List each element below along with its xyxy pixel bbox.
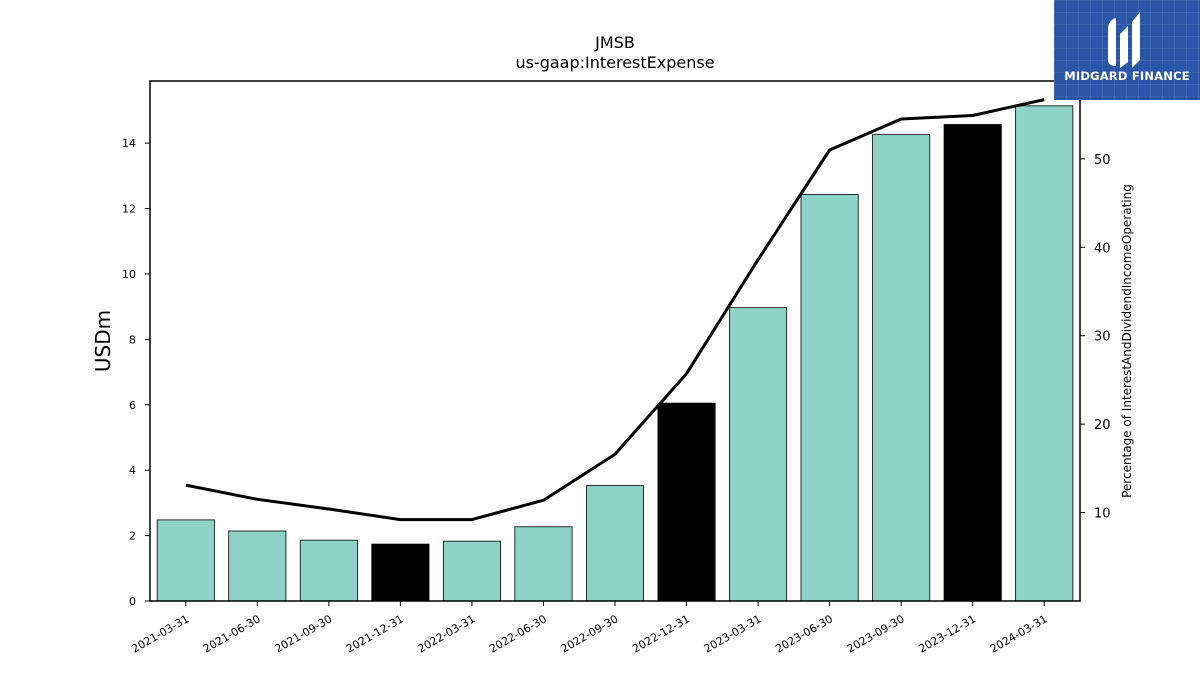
x-tick-label: 2022-12-31 [630, 612, 692, 655]
y2-tick-label: 40 [1094, 241, 1111, 256]
x-tick-label: 2021-06-30 [201, 612, 263, 655]
y-tick-label: 12 [122, 203, 136, 216]
bar [156, 519, 215, 602]
x-tick-label: 2022-03-31 [416, 612, 478, 655]
x-tick-label: 2023-09-30 [845, 612, 907, 655]
bar [514, 526, 573, 602]
bar [585, 485, 645, 602]
y-axis-left: 0 2 4 6 8 10 12 14 [122, 137, 150, 608]
y-tick-label: 8 [129, 333, 136, 346]
y2-tick-label: 20 [1094, 418, 1111, 433]
y-axis-label: USDm [91, 310, 115, 372]
bar [442, 540, 501, 602]
bar [872, 134, 931, 602]
y2-tick-label: 10 [1094, 507, 1111, 522]
x-tick-label: 2021-12-31 [344, 612, 406, 655]
y-tick-label: 4 [129, 464, 136, 477]
y2-tick-label: 50 [1094, 153, 1111, 168]
x-axis: 2021-03-31 2021-06-30 2021-09-30 2021-12-31… [129, 601, 1050, 656]
y2-tick-label: 30 [1094, 330, 1111, 345]
bar [228, 530, 287, 602]
x-tick-label: 2024-03-31 [988, 612, 1050, 655]
y-axis-right: 10 20 30 40 50 [1080, 153, 1111, 522]
y-tick-label: 0 [129, 595, 136, 608]
bar-highlighted [657, 402, 716, 602]
x-tick-label: 2021-03-31 [129, 612, 191, 655]
midgard-finance-logo-mark-icon [1108, 12, 1140, 68]
x-tick-label: 2023-06-30 [773, 612, 835, 655]
x-tick-label: 2023-03-31 [702, 612, 764, 655]
line-series-path [185, 98, 1045, 522]
chart-subtitle: us-gaap:InterestExpense [515, 53, 714, 72]
chart-title: JMSB [594, 33, 635, 52]
x-tick-label: 2021-09-30 [272, 612, 334, 655]
bar-series [156, 105, 1074, 602]
y-tick-label: 14 [122, 137, 136, 150]
bar-highlighted [943, 124, 1002, 602]
logo-text: MIDGARD FINANCE [1064, 69, 1190, 83]
y-tick-label: 6 [129, 399, 136, 412]
x-tick-label: 2022-06-30 [487, 612, 549, 655]
y2-axis-label: Percentage of InterestAndDividendIncomeO… [1120, 184, 1134, 498]
y-tick-label: 10 [122, 268, 136, 281]
bar [299, 539, 358, 602]
line-series [185, 98, 1045, 522]
x-tick-label: 2023-12-31 [916, 612, 978, 655]
bar-highlighted [371, 543, 430, 602]
y-tick-label: 2 [129, 530, 136, 543]
midgard-finance-logo: MIDGARD FINANCE [1054, 0, 1200, 100]
bar [1015, 105, 1074, 602]
bar [729, 307, 788, 602]
bar [800, 194, 859, 602]
x-tick-label: 2022-09-30 [559, 612, 621, 655]
